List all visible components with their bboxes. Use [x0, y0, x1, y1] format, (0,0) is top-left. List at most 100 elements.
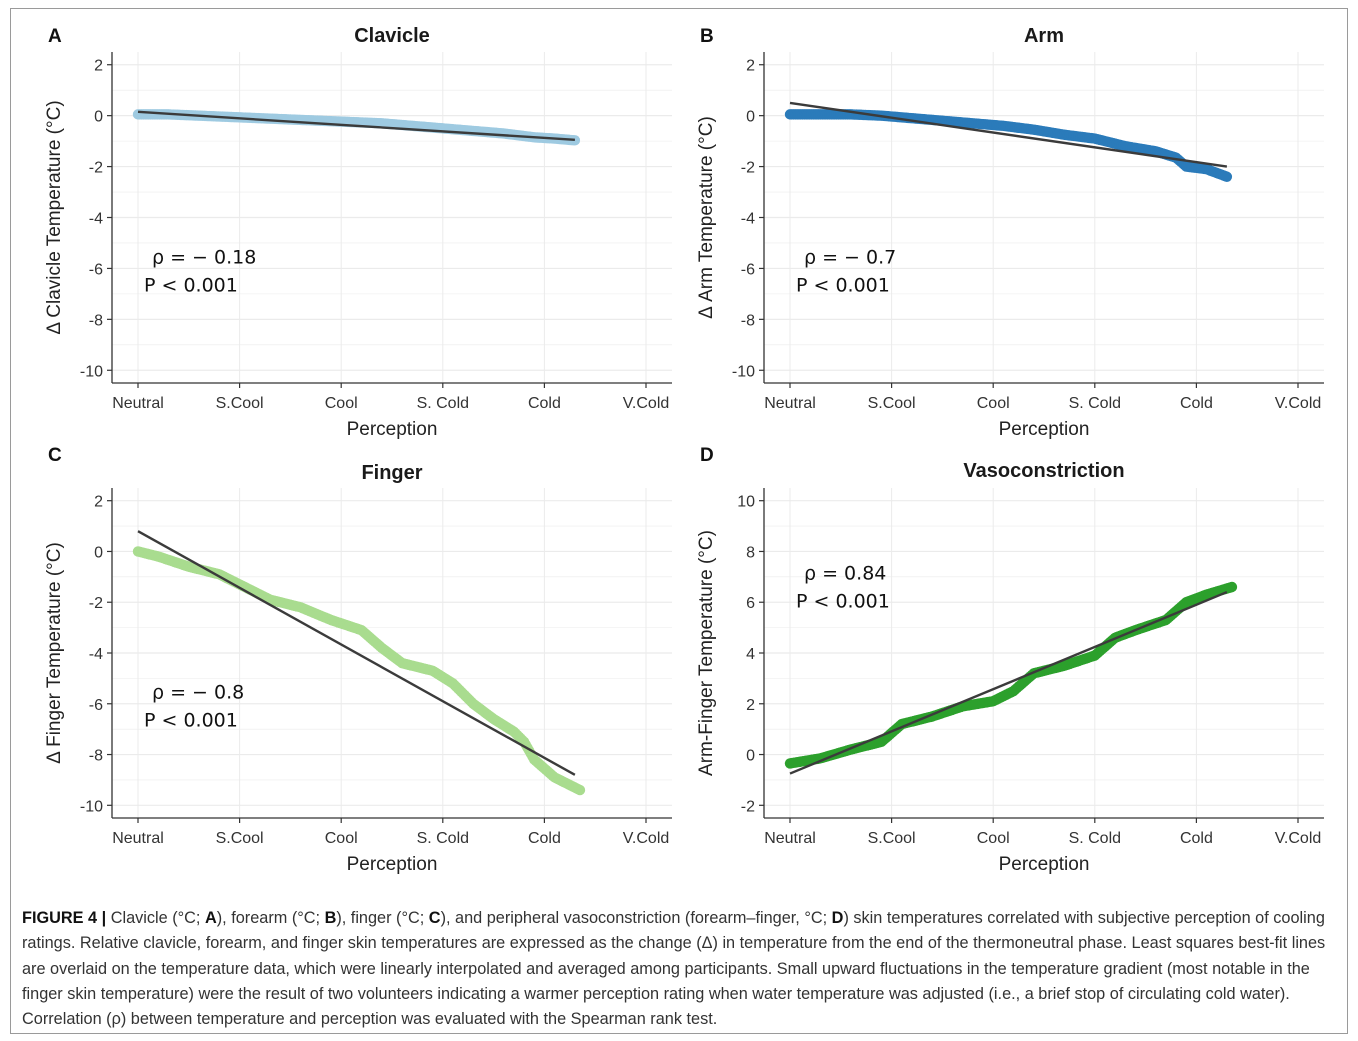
x-axis-label: Perception [999, 854, 1090, 875]
y-tick-label: -4 [741, 211, 755, 228]
y-tick-label: 10 [737, 494, 755, 511]
chart-panel-a: 2 0 -2 -4 -6 -8 -10 Neutral S.Cool Cool S. Cold Col… [44, 25, 672, 440]
caption-panel-ref: A [204, 909, 217, 927]
y-tick-label: 0 [746, 748, 755, 765]
x-tick-label: S.Cool [868, 395, 916, 412]
data-point [569, 135, 581, 146]
y-tick-label: -6 [89, 261, 103, 278]
panel-title: Finger [361, 462, 422, 484]
panel-letter: D [700, 445, 714, 466]
y-tick-label: -4 [89, 211, 103, 228]
p-value-annotation: P < 0.001 [144, 274, 238, 296]
y-tick-label: 2 [94, 494, 103, 511]
x-tick-label: V.Cold [623, 395, 670, 412]
fit-line [137, 110, 575, 142]
y-tick-label: -6 [741, 261, 755, 278]
x-tick-label: S.Cool [868, 830, 916, 847]
chart-panel-b: 2 0 -2 -4 -6 -8 -10 Neutral S.Cool Cool S. Cold Col… [696, 25, 1324, 440]
y-tick-label: 8 [746, 544, 755, 561]
caption-figure-label: FIGURE 4 | [22, 909, 107, 927]
caption-text: Clavicle (°C; A), forearm (°C; B), finge… [22, 909, 1325, 1028]
figure-frame [10, 8, 1348, 1034]
panel-title: Arm [1024, 25, 1064, 47]
y-tick-label: -8 [89, 748, 103, 765]
y-tick-label: 6 [746, 595, 755, 612]
x-tick-label: V.Cold [1275, 395, 1322, 412]
data-point [574, 784, 586, 796]
caption-segment: ), finger (°C; [336, 909, 429, 927]
fit-line [789, 590, 1228, 775]
x-tick-label: Neutral [112, 395, 164, 412]
chart-panel-c: 2 0 -2 -4 -6 -8 -10 Neutral S.Cool Cool S. Cold Col… [44, 445, 672, 875]
x-tick-label: S. Cold [417, 395, 469, 412]
y-tick-label: -10 [732, 363, 755, 380]
x-axis-label: Perception [999, 419, 1090, 440]
x-tick-label: S.Cool [216, 395, 264, 412]
chart-panel-d: 10 8 6 4 2 0 -2 Neutral S.Cool Cool S. Cold Cold V.C… [696, 445, 1324, 875]
x-tick-label: Neutral [764, 830, 816, 847]
panel-letter: A [48, 26, 62, 47]
y-tick-label: -4 [89, 646, 103, 663]
data-series [132, 546, 586, 796]
data-point [1221, 171, 1233, 182]
y-tick-label: -2 [89, 160, 103, 177]
caption-panel-ref: C [428, 909, 441, 927]
y-tick-label: 0 [746, 109, 755, 126]
rho-annotation: ρ = 0.84 [804, 562, 886, 584]
y-tick-label: 0 [94, 544, 103, 561]
caption-segment: Clavicle (°C; [106, 909, 205, 927]
caption-panel-ref: D [831, 909, 844, 927]
y-axis-label: Δ Arm Temperature (°C) [696, 116, 717, 319]
x-tick-label: Cold [1180, 395, 1213, 412]
x-tick-label: Cold [528, 395, 561, 412]
p-value-annotation: P < 0.001 [796, 274, 890, 296]
panel-title: Clavicle [354, 25, 430, 47]
y-tick-label: -2 [741, 160, 755, 177]
y-axis-label: Arm-Finger Temperature (°C) [696, 530, 717, 776]
x-tick-label: Cool [977, 830, 1010, 847]
rho-annotation: ρ = − 0.7 [804, 246, 896, 268]
x-tick-label: S. Cold [417, 830, 469, 847]
figure-charts: 2 0 -2 -4 -6 -8 -10 Neutral S.Cool Cool S. Cold Col… [44, 25, 1324, 875]
y-tick-label: -8 [741, 312, 755, 329]
y-tick-label: 4 [746, 646, 755, 663]
x-tick-label: V.Cold [1275, 830, 1322, 847]
panel-title: Vasoconstriction [963, 460, 1124, 482]
x-axis-label: Perception [347, 854, 438, 875]
panel-letter: C [48, 445, 62, 466]
rho-annotation: ρ = − 0.8 [152, 682, 244, 704]
fit-line [789, 101, 1228, 168]
fit-line [137, 530, 576, 776]
y-tick-label: -6 [89, 697, 103, 714]
y-tick-label: 0 [94, 109, 103, 126]
x-tick-label: Cool [977, 395, 1010, 412]
y-axis-label: Δ Clavicle Temperature (°C) [44, 100, 65, 334]
x-tick-label: S. Cold [1069, 395, 1121, 412]
x-tick-label: Cool [325, 395, 358, 412]
x-tick-label: Neutral [112, 830, 164, 847]
data-series [784, 109, 1233, 182]
x-tick-label: Cool [325, 830, 358, 847]
x-tick-label: Neutral [764, 395, 816, 412]
y-tick-label: -8 [89, 312, 103, 329]
y-tick-label: -2 [89, 595, 103, 612]
x-tick-label: S. Cold [1069, 830, 1121, 847]
x-tick-label: Cold [528, 830, 561, 847]
y-tick-label: -10 [80, 363, 103, 380]
x-tick-label: Cold [1180, 830, 1213, 847]
caption-panel-ref: B [324, 909, 337, 927]
caption-segment: ), and peripheral vasoconstriction (fore… [440, 909, 832, 927]
caption-segment: ) skin temperatures correlated with subj… [22, 909, 1326, 1029]
x-tick-label: S.Cool [216, 830, 264, 847]
caption-segment: ), forearm (°C; [216, 909, 325, 927]
data-point [1226, 581, 1238, 593]
panel-letter: B [700, 26, 714, 47]
y-tick-label: 2 [746, 697, 755, 714]
p-value-annotation: P < 0.001 [796, 590, 890, 612]
y-tick-label: 2 [94, 58, 103, 75]
y-axis-label: Δ Finger Temperature (°C) [44, 542, 65, 764]
y-tick-label: 2 [746, 58, 755, 75]
x-axis-label: Perception [347, 419, 438, 440]
rho-annotation: ρ = − 0.18 [152, 246, 256, 268]
y-tick-label: -2 [741, 798, 755, 815]
